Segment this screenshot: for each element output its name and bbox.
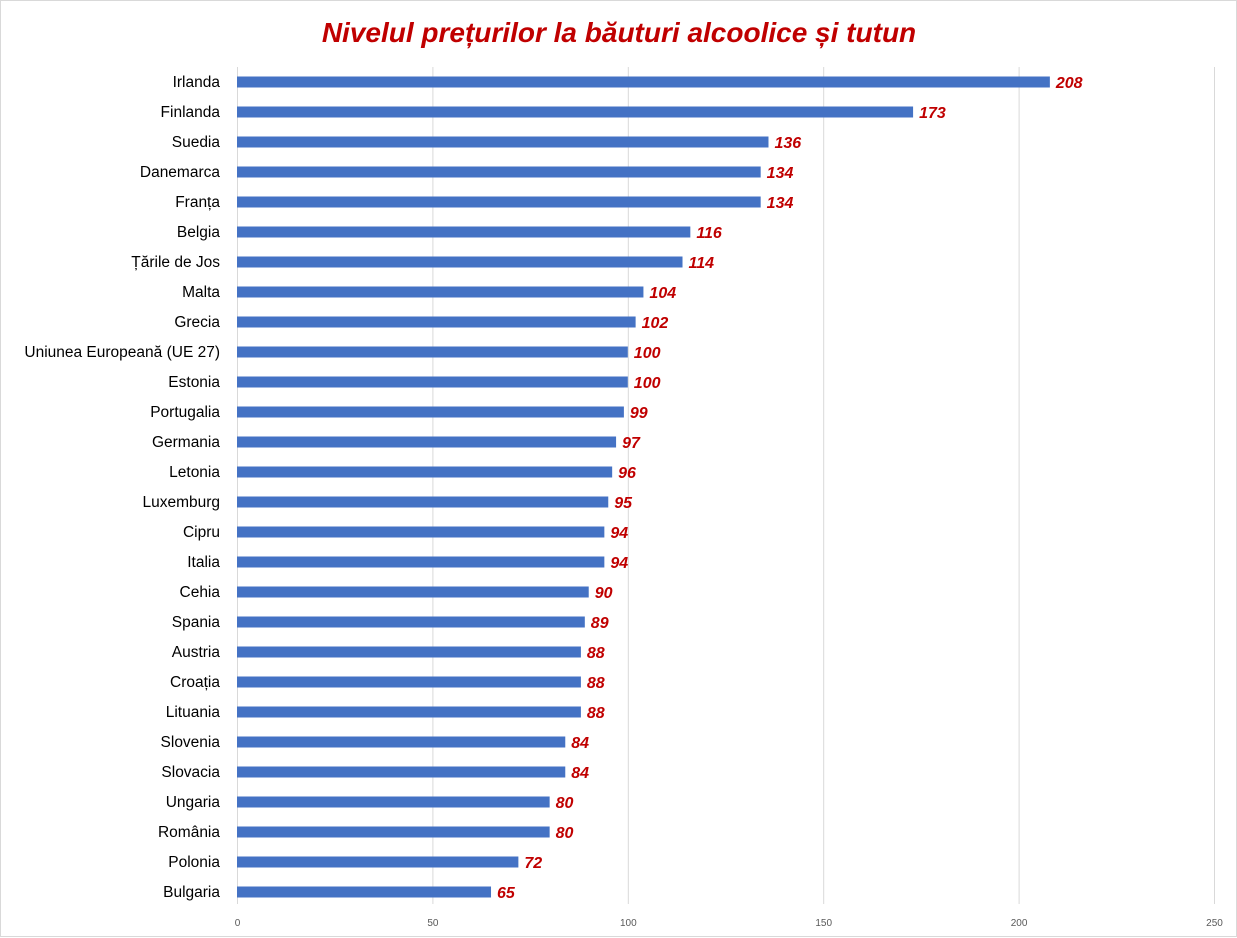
data-label: 104 [649,285,676,302]
x-tick-label: 200 [1011,918,1028,929]
data-label: 99 [630,405,648,422]
x-tick-label: 50 [427,918,439,929]
bar [237,466,613,478]
category-label: Ungaria [166,794,221,811]
bar [237,586,589,598]
data-label: 94 [610,555,628,572]
bar [237,436,617,448]
bar [237,766,566,778]
bar [237,196,761,208]
data-label: 208 [1055,75,1083,92]
bar [237,136,769,148]
data-label: 89 [591,615,609,632]
data-label: 102 [642,315,669,332]
x-tick-label: 250 [1206,918,1223,929]
data-label: 134 [767,195,794,212]
bar [237,256,683,268]
category-label: Belgia [177,224,220,241]
data-label: 114 [689,255,715,272]
data-label: 173 [919,105,946,122]
x-tick-label: 150 [815,918,832,929]
category-label: România [158,824,220,841]
bar [237,166,761,178]
category-label: Lituania [166,704,221,721]
category-label: Germania [152,434,220,451]
category-label: Cehia [180,584,221,601]
category-label: Irlanda [173,74,221,91]
data-label: 84 [571,735,589,752]
data-label: 72 [524,855,542,872]
category-label: Estonia [168,374,220,391]
data-label: 65 [497,885,516,902]
category-label: Croația [170,674,220,691]
category-label: Uniunea Europeană (UE 27) [24,344,220,361]
bar [237,496,609,508]
data-label: 97 [622,435,641,452]
data-label: 88 [587,705,605,722]
category-label: Letonia [169,464,220,481]
data-label: 134 [767,165,794,182]
category-label: Portugalia [150,404,220,421]
bar [237,526,605,538]
category-label: Țările de Jos [131,254,220,271]
data-label: 80 [556,825,574,842]
bar [237,406,624,418]
category-label: Malta [182,284,220,301]
bar [237,556,605,568]
category-label: Slovacia [161,764,220,781]
bar [237,286,644,298]
category-label: Danemarca [140,164,220,181]
x-tick-label: 0 [235,918,241,929]
data-label: 88 [587,645,605,662]
bar [237,676,581,688]
data-label: 136 [774,135,801,152]
x-tick-label: 100 [620,918,637,929]
category-label: Grecia [174,314,220,331]
bar [237,376,628,388]
bar [237,106,914,118]
category-label: Slovenia [161,734,221,751]
category-label: Franța [175,194,220,211]
data-label: 84 [571,765,589,782]
data-label: 100 [634,345,661,362]
category-label: Cipru [183,524,220,541]
category-label: Austria [172,644,221,661]
data-label: 95 [614,495,633,512]
data-label: 80 [556,795,574,812]
bar [237,346,628,358]
chart-title: Nivelul prețurilor la băuturi alcoolice … [322,17,916,48]
category-label: Italia [187,554,220,571]
bar [237,316,636,328]
bar [237,76,1050,88]
data-label: 96 [618,465,636,482]
category-label: Suedia [172,134,221,151]
category-label: Bulgaria [163,884,220,901]
bar [237,796,550,808]
data-label: 88 [587,675,605,692]
category-label: Polonia [168,854,220,871]
data-label: 90 [595,585,613,602]
bar [237,646,581,658]
data-label: 100 [634,375,661,392]
bar [237,616,585,628]
category-label: Luxemburg [142,494,220,511]
data-label: 94 [610,525,628,542]
bar [237,826,550,838]
bar [237,226,691,238]
data-label: 116 [696,225,722,242]
bar [237,736,566,748]
bar [237,886,492,898]
bar [237,856,519,868]
bar [237,706,581,718]
category-label: Finlanda [161,104,221,121]
category-label: Spania [172,614,221,631]
